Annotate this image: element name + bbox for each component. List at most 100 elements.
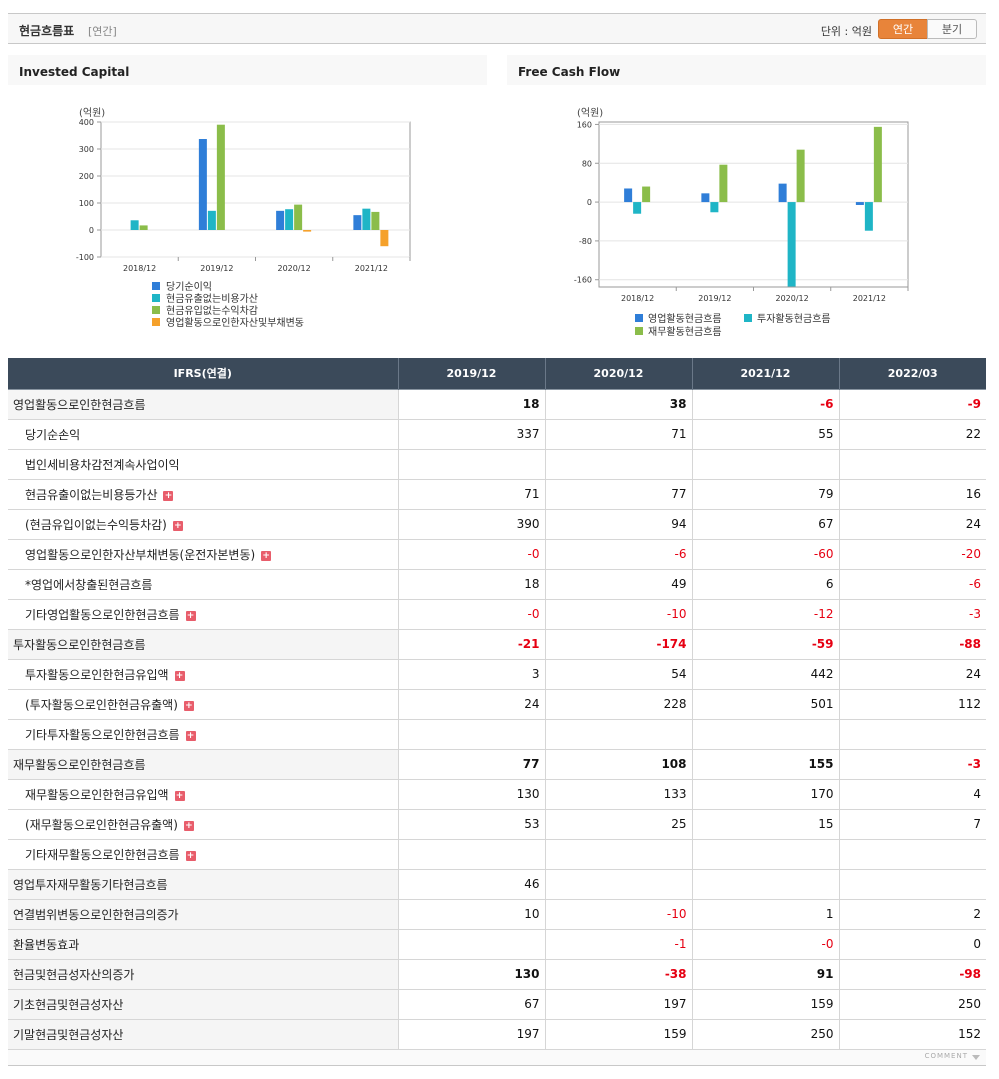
bar — [642, 186, 651, 203]
cell-value: 94 — [544, 509, 692, 540]
y-axis-label: (억원) — [79, 107, 105, 119]
cell-value: 228 — [544, 689, 692, 720]
cell-value: 130 — [397, 779, 545, 810]
period-label: [연간] — [88, 25, 117, 38]
row-label: 현금및현금성자산의증가 — [8, 959, 398, 990]
row-label: (현금유입이없는수익등차감) + — [8, 509, 398, 540]
x-tick-label: 2021/12 — [355, 264, 388, 273]
bar — [701, 193, 710, 203]
y-tick-label: -160 — [574, 276, 592, 285]
tab-quarter[interactable]: 분기 — [927, 19, 977, 39]
cell-value — [838, 449, 986, 480]
cell-value: 18 — [397, 569, 545, 600]
column-header: 2022/03 — [838, 358, 986, 389]
cell-value: 77 — [544, 479, 692, 510]
row-label: 재무활동으로인한현금유입액 + — [8, 779, 398, 810]
plot-area — [100, 121, 411, 258]
cell-value: -1 — [544, 929, 692, 960]
cell-value: 133 — [544, 779, 692, 810]
cell-value: 49 — [544, 569, 692, 600]
cell-value: 390 — [397, 509, 545, 540]
section-title: 현금흐름표 — [19, 24, 75, 38]
row-label-text: 기타투자활동으로인한현금흐름 — [25, 727, 180, 742]
cell-value: 170 — [691, 779, 839, 810]
row-label-text: (투자활동으로인한현금유출액) — [25, 697, 178, 712]
cell-value: 197 — [544, 989, 692, 1020]
cell-value: 91 — [691, 959, 839, 990]
bar — [216, 124, 225, 230]
legend-label: 영업활동으로인한자산및부채변동 — [166, 316, 304, 329]
cell-value: 6 — [691, 569, 839, 600]
cell-value: -6 — [544, 539, 692, 570]
cell-value: -21 — [397, 628, 545, 660]
table-row: 기말현금및현금성자산 197 159 250 152 — [8, 1019, 986, 1050]
expand-plus-icon[interactable]: + — [172, 520, 183, 531]
expand-plus-icon[interactable]: + — [183, 820, 194, 831]
cell-value: 67 — [397, 989, 545, 1020]
cell-value: 15 — [691, 809, 839, 840]
table-row: 현금및현금성자산의증가 130 -38 91 -98 — [8, 959, 986, 990]
cell-value: 442 — [691, 659, 839, 690]
x-tick-label: 2021/12 — [853, 294, 886, 303]
bar — [207, 210, 216, 230]
table-row: 당기순손익 337 71 55 22 — [8, 419, 986, 450]
table-row: 영업투자재무활동기타현금흐름 46 — [8, 868, 986, 900]
cell-value: 152 — [838, 1019, 986, 1050]
row-label: 영업투자재무활동기타현금흐름 — [8, 868, 398, 900]
row-label: 현금유출이없는비용등가산 + — [8, 479, 398, 510]
row-label: 환율변동효과 — [8, 929, 398, 960]
table-row: (재무활동으로인한현금유출액) +53 25 15 7 — [8, 809, 986, 840]
row-label: 기타영업활동으로인한현금흐름 + — [8, 599, 398, 630]
expand-plus-icon[interactable]: + — [261, 550, 272, 561]
table-row: 영업활동으로인한자산부채변동(운전자본변동) + -0 -6 -60 -20 — [8, 539, 986, 570]
cell-value: 16 — [838, 479, 986, 510]
cell-value: 197 — [397, 1019, 545, 1050]
unit-label: 단위 : 억원 — [820, 25, 872, 38]
row-label: 영업활동으로인한자산부채변동(운전자본변동) + — [8, 539, 398, 570]
table-row: 투자활동으로인한현금유입액 +3 54 442 24 — [8, 659, 986, 690]
y-tick-label: -80 — [579, 237, 592, 246]
bar — [139, 225, 148, 230]
expand-plus-icon[interactable]: + — [185, 730, 196, 741]
tab-annual[interactable]: 연간 — [878, 19, 928, 39]
row-label-text: 투자활동으로인한현금유입액 — [25, 667, 169, 682]
row-label: 연결범위변동으로인한현금의증가 — [8, 899, 398, 930]
cell-value: 250 — [691, 1019, 839, 1050]
y-axis-label: (억원) — [577, 107, 603, 119]
column-header: IFRS(연결) — [8, 358, 398, 389]
cell-value: -0 — [691, 929, 839, 960]
bar — [787, 202, 796, 287]
expand-plus-icon[interactable]: + — [163, 490, 174, 501]
cell-value: -3 — [838, 599, 986, 630]
y-tick-label: 100 — [79, 199, 94, 208]
expand-plus-icon[interactable]: + — [174, 790, 185, 801]
cell-value: 24 — [838, 509, 986, 540]
cell-value: -3 — [838, 748, 986, 780]
expand-plus-icon[interactable]: + — [174, 670, 185, 681]
cell-value: -38 — [544, 959, 692, 990]
expand-plus-icon[interactable]: + — [185, 610, 196, 621]
y-tick-label: 80 — [582, 159, 592, 168]
table-row: 기타영업활동으로인한현금흐름 + -0 -10 -12 -3 — [8, 599, 986, 630]
table-row: 영업활동으로인한현금흐름 18 38 -6 -9 — [8, 388, 986, 420]
legend-label: 당기순이익 — [166, 281, 212, 293]
row-label-text: 기말현금및현금성자산 — [13, 1027, 124, 1042]
bar — [353, 215, 362, 230]
cell-value: -10 — [544, 899, 692, 930]
x-tick-label: 2020/12 — [278, 264, 311, 273]
expand-plus-icon[interactable]: + — [183, 700, 194, 711]
legend-label: 재무활동현금흐름 — [648, 325, 722, 338]
table-row: 기타재무활동으로인한현금흐름 + — [8, 839, 986, 870]
expand-plus-icon[interactable]: + — [185, 850, 196, 861]
cell-value: 4 — [838, 779, 986, 810]
cell-value — [397, 839, 545, 870]
row-label-text: 연결범위변동으로인한현금의증가 — [13, 907, 179, 922]
row-label: (재무활동으로인한현금유출액) + — [8, 809, 398, 840]
bar — [796, 149, 805, 203]
table-row: 법인세비용차감전계속사업이익 — [8, 449, 986, 480]
table-row: 기초현금및현금성자산 67 197 159 250 — [8, 989, 986, 1020]
table-row: 환율변동효과 -1 -0 0 — [8, 929, 986, 960]
cell-value: -98 — [838, 959, 986, 990]
comment-bar[interactable]: COMMENT — [8, 1050, 986, 1066]
x-tick-label: 2018/12 — [621, 294, 654, 303]
